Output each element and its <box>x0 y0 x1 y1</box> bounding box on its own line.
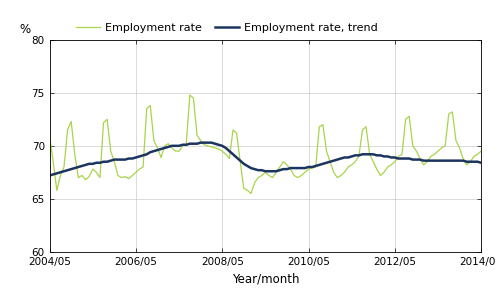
Employment rate, trend <box>197 141 203 145</box>
Employment rate <box>104 118 110 121</box>
Employment rate <box>446 112 452 116</box>
Employment rate, trend <box>47 174 53 177</box>
Employment rate <box>248 192 254 195</box>
Employment rate <box>453 139 459 142</box>
X-axis label: Year/month: Year/month <box>232 272 299 285</box>
Employment rate, trend <box>104 160 110 164</box>
Employment rate <box>47 134 53 138</box>
Line: Employment rate, trend: Employment rate, trend <box>50 143 496 176</box>
Employment rate, trend <box>449 159 455 162</box>
Employment rate <box>449 110 455 114</box>
Line: Employment rate: Employment rate <box>50 95 496 193</box>
Text: %: % <box>19 23 31 36</box>
Employment rate <box>237 160 243 164</box>
Employment rate <box>187 93 193 97</box>
Employment rate, trend <box>446 159 452 162</box>
Employment rate, trend <box>237 159 243 162</box>
Legend: Employment rate, Employment rate, trend: Employment rate, Employment rate, trend <box>71 19 382 38</box>
Employment rate, trend <box>442 159 448 162</box>
